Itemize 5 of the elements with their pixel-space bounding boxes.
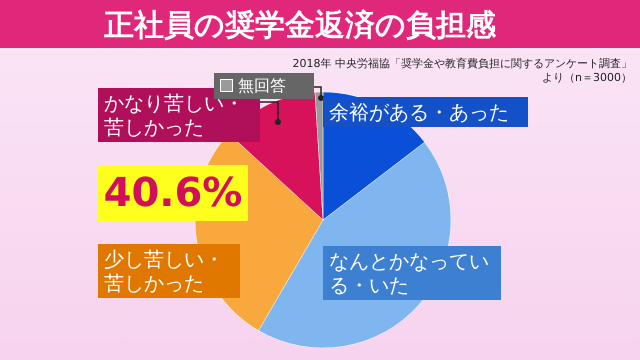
slice-label: なんとかなっている・いた — [323, 246, 501, 300]
text: 40.6% — [98, 165, 248, 221]
slice-label: 少し苦しい・苦しかった — [98, 244, 240, 298]
chart-title: 正社員の奨学金返済の負担感 — [103, 8, 497, 43]
slice-label: 余裕がある・あった — [323, 97, 528, 127]
